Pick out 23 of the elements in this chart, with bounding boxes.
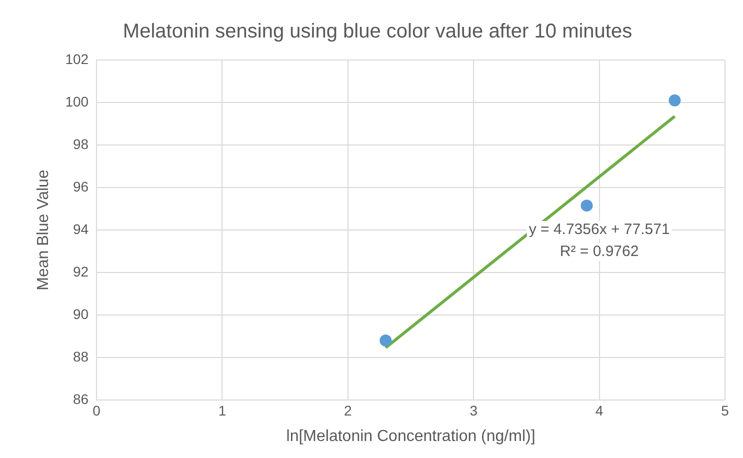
- y-tick-label: 88: [72, 348, 89, 364]
- x-tick-label: 1: [218, 402, 226, 418]
- annotation: R² = 0.9762: [560, 243, 639, 260]
- annotation: y = 4.7356x + 77.571: [528, 221, 670, 238]
- point: [668, 94, 681, 106]
- y-tick-label: 86: [72, 390, 89, 407]
- point: [380, 334, 392, 346]
- y-tick-label: 100: [65, 93, 89, 110]
- y-axis-title: Mean Blue Value: [35, 170, 52, 290]
- x-tick-label: 3: [470, 402, 478, 418]
- y-tick-label: 94: [72, 220, 89, 237]
- y-tick-label: 90: [72, 306, 89, 322]
- x-axis-title: ln[Melatonin Concentration (ng/ml)]: [286, 428, 536, 445]
- y-tick-label: 92: [72, 263, 89, 280]
- x-tick-label: 2: [344, 402, 352, 418]
- chart-title: Melatonin sensing using blue color value after 10 minutes: [122, 20, 632, 43]
- y-tick-label: 98: [72, 136, 89, 152]
- point: [580, 200, 593, 212]
- y-tick-label: 96: [72, 178, 89, 194]
- x-tick-label: 5: [721, 402, 730, 418]
- y-tick-label: 102: [65, 50, 89, 67]
- x-tick-label: 4: [595, 402, 604, 418]
- x-tick-label: 0: [92, 402, 101, 418]
